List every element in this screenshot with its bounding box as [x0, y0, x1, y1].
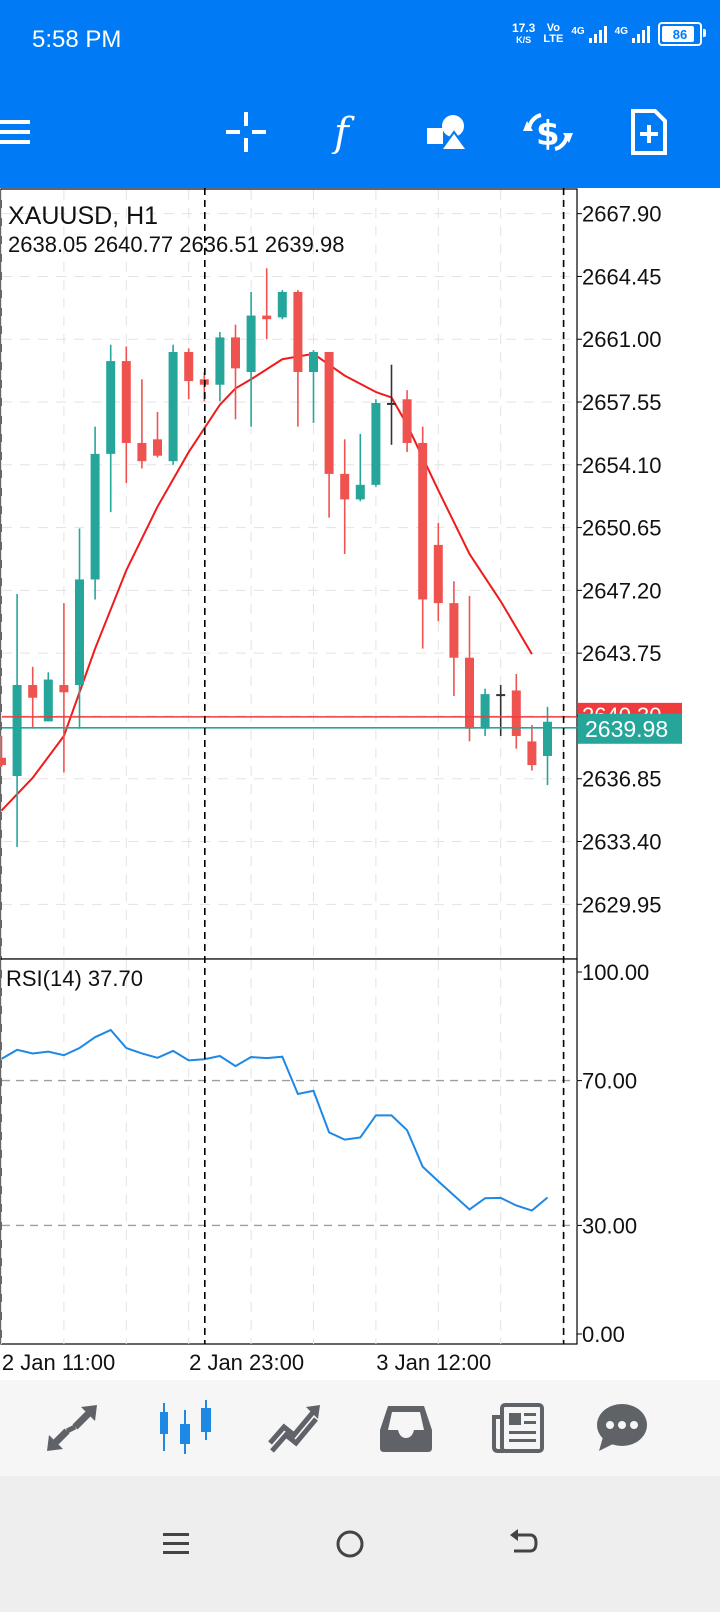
back-icon[interactable]	[496, 1516, 552, 1572]
price-panel-frame	[0, 188, 578, 960]
candle-body	[184, 351, 194, 382]
chart-toolbar: f $	[0, 80, 720, 188]
rsi-tick-label: 70.00	[582, 1069, 637, 1094]
candle-body	[480, 694, 490, 729]
quotes-icon[interactable]	[43, 1400, 103, 1456]
bottom-navigation	[0, 1380, 720, 1476]
chat-icon[interactable]	[592, 1400, 652, 1456]
candle-body	[59, 685, 69, 693]
rsi-tick-label: 100.00	[582, 960, 649, 985]
candle-body	[340, 473, 350, 500]
candle-body	[527, 741, 537, 766]
candle-body	[12, 685, 22, 777]
network-speed-unit: K/S	[516, 35, 532, 45]
chart-icon[interactable]	[158, 1400, 218, 1456]
candle-body	[387, 402, 396, 405]
candle-body	[90, 453, 100, 580]
price-tick-label: 2661.00	[582, 327, 662, 352]
rsi-tick-label: 0.00	[582, 1322, 625, 1347]
signal-icon-2: 4G	[614, 25, 650, 43]
rsi-tick-label: 30.00	[582, 1213, 637, 1238]
price-chart-svg[interactable]: 2667.90 2664.45 2661.00 2657.55 2654.10 2650.…	[0, 188, 720, 1380]
candle-body	[231, 337, 240, 369]
new-order-icon[interactable]	[621, 104, 677, 160]
candle-body	[246, 315, 256, 372]
candle-body	[465, 657, 474, 729]
chart-area[interactable]: 2667.90 2664.45 2661.00 2657.55 2654.10 2650.…	[0, 188, 720, 1380]
candle-body	[168, 351, 178, 462]
status-indicators: 17.3 K/S Vo LTE 4G 4G 86	[512, 22, 706, 46]
trade-icon[interactable]	[264, 1400, 324, 1456]
candle-body	[0, 757, 6, 766]
rsi-title: RSI(14) 37.70	[6, 966, 143, 991]
candle-body	[137, 442, 147, 462]
candle-body	[106, 361, 116, 454]
price-tick-label: 2657.55	[582, 390, 662, 415]
candle-body	[309, 351, 318, 372]
candle-body	[371, 402, 381, 485]
candle-body	[277, 291, 287, 318]
network-speed: 17.3 K/S	[512, 22, 535, 46]
price-tick-label: 2647.20	[582, 578, 662, 603]
candle-body	[355, 484, 365, 500]
news-icon[interactable]	[488, 1400, 548, 1456]
price-tick-label: 2629.95	[582, 892, 662, 917]
candle-body	[262, 315, 272, 320]
objects-icon[interactable]	[419, 104, 475, 160]
indicator-function-icon[interactable]: f	[318, 104, 374, 160]
chart-symbol-title: XAUUSD, H1	[8, 202, 158, 230]
candle-body	[153, 439, 162, 456]
battery-level: 86	[672, 26, 688, 42]
svg-text:$: $	[536, 114, 560, 154]
price-tick-label: 2650.65	[582, 516, 662, 541]
menu-icon[interactable]	[0, 104, 42, 160]
signal-icon: 4G	[571, 25, 607, 43]
network-speed-value: 17.3	[511, 21, 536, 35]
battery-icon: 86	[658, 22, 706, 46]
moving-average-line	[0, 352, 533, 812]
candle-body	[324, 351, 334, 474]
price-tick-label: 2664.45	[582, 264, 662, 289]
rsi-line	[0, 1028, 549, 1212]
time-axis-label: 2 Jan 23:00	[189, 1350, 304, 1375]
candle-body	[215, 337, 225, 385]
signal2-label: 4G	[614, 25, 628, 37]
home-icon[interactable]	[322, 1516, 378, 1572]
candle-body	[293, 291, 303, 372]
svg-text:f: f	[331, 110, 355, 154]
candle-body	[511, 690, 521, 736]
recents-icon[interactable]	[148, 1516, 204, 1572]
candle-body	[449, 603, 459, 658]
time-axis-label: 3 Jan 12:00	[376, 1350, 491, 1375]
current-price-tag	[578, 713, 682, 744]
history-icon[interactable]	[376, 1400, 436, 1456]
price-tick-label: 2633.40	[582, 830, 662, 855]
candle-body	[543, 721, 552, 756]
candle-body	[43, 679, 53, 722]
crosshair-icon[interactable]	[218, 104, 274, 160]
price-tick-label: 2636.85	[582, 767, 662, 792]
candle-body	[121, 361, 131, 443]
price-tick-label: 2654.10	[582, 453, 662, 478]
candle-body	[418, 442, 428, 600]
candle-body	[433, 544, 443, 604]
price-tick-label: 2643.75	[582, 641, 662, 666]
time-axis-label: 2 Jan 11:00	[2, 1350, 115, 1375]
candle-body	[28, 685, 38, 698]
candle-body	[75, 579, 84, 686]
volte-indicator: Vo LTE	[543, 23, 563, 45]
volte-bottom: LTE	[543, 33, 564, 45]
ohlc-values: 2638.05 2640.77 2636.51 2639.98	[8, 232, 344, 257]
status-bar: 5:58 PM 17.3 K/S Vo LTE 4G 4G 86	[0, 0, 720, 80]
candle-body	[496, 694, 506, 697]
signal1-label: 4G	[571, 25, 585, 37]
status-time: 5:58 PM	[32, 26, 122, 53]
price-tick-label: 2667.90	[582, 202, 662, 227]
volte-top: Vo	[546, 22, 560, 34]
symbol-change-icon[interactable]: $	[520, 104, 576, 160]
candle-body	[402, 399, 412, 443]
rsi-panel-frame	[0, 958, 578, 1345]
system-navigation	[0, 1476, 720, 1612]
current-price-tag-label: 2639.98	[585, 716, 668, 742]
